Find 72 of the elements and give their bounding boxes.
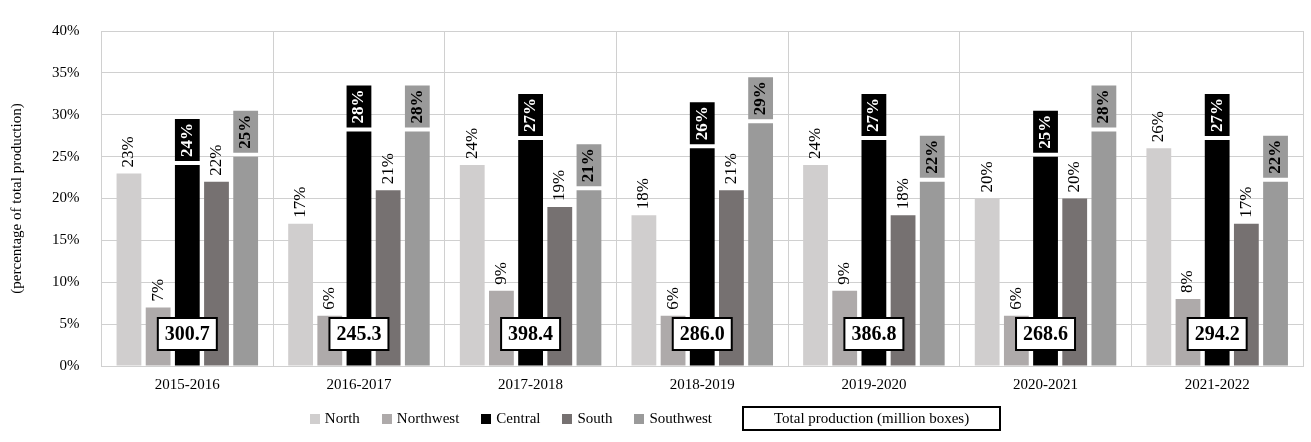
data-label: 22% <box>205 144 225 176</box>
data-label: 28% <box>348 89 368 124</box>
x-tick-label: 2015-2016 <box>154 375 221 392</box>
data-label: 6% <box>662 287 682 310</box>
y-tick-label: 35% <box>52 63 80 80</box>
data-label: 8% <box>1177 270 1197 293</box>
data-label: 22% <box>1264 139 1284 174</box>
annotation: 268.6 <box>1023 322 1069 345</box>
annotation: 300.7 <box>164 322 210 345</box>
data-label: 22% <box>921 139 941 174</box>
data-label: 23% <box>118 136 138 168</box>
annotation: 398.4 <box>508 322 554 345</box>
data-label: 21% <box>720 152 740 185</box>
x-tick-label: 2019-2020 <box>841 375 907 392</box>
annotation: 245.3 <box>336 322 382 345</box>
data-label: 21% <box>377 152 397 185</box>
legend-label: Northwest <box>396 410 460 427</box>
bar <box>748 123 774 366</box>
data-label: 27% <box>863 97 883 132</box>
data-label: 17% <box>290 186 310 218</box>
annotation: 294.2 <box>1194 322 1240 345</box>
legend-label: South <box>577 410 613 427</box>
y-axis-title: (percentage of total production) <box>7 103 25 294</box>
x-tick-label: 2021-2022 <box>1184 375 1250 392</box>
data-label: 25% <box>235 114 255 149</box>
data-label: 9% <box>834 261 854 285</box>
x-tick-label: 2020-2021 <box>1013 375 1079 392</box>
data-label: 9% <box>490 261 510 285</box>
y-tick-label: 5% <box>59 315 80 332</box>
legend-label: Central <box>496 410 541 427</box>
data-label: 28% <box>1093 89 1113 124</box>
data-label: 7% <box>147 278 167 302</box>
data-label: 21% <box>578 148 598 183</box>
data-label: 25% <box>1034 114 1054 149</box>
legend-label: North <box>324 410 360 427</box>
data-label: 18% <box>633 178 653 210</box>
data-label: 18% <box>892 178 912 210</box>
y-tick-label: 25% <box>52 147 80 164</box>
data-label: 19% <box>549 169 569 201</box>
annotation: 386.8 <box>851 322 897 345</box>
data-label: 24% <box>461 127 481 159</box>
y-tick-label: 30% <box>52 105 80 122</box>
bar <box>1263 181 1288 366</box>
x-tick-label: 2016-2017 <box>326 375 392 392</box>
y-tick-label: 10% <box>52 273 80 290</box>
data-label: 6% <box>1005 287 1025 310</box>
legend-label: Southwest <box>649 410 712 427</box>
bar <box>1091 131 1117 366</box>
data-label: 28% <box>406 89 426 124</box>
data-label: 20% <box>1064 161 1084 193</box>
y-tick-label: 15% <box>52 231 80 248</box>
x-tick-label: 2017-2018 <box>498 375 564 392</box>
bar <box>404 131 430 366</box>
bar <box>919 181 945 366</box>
bar <box>576 190 602 366</box>
data-label: 17% <box>1235 186 1255 218</box>
data-label: 27% <box>519 97 539 132</box>
data-label: 26% <box>1148 111 1168 143</box>
bar <box>233 156 259 366</box>
x-tick-label: 2018-2019 <box>669 375 735 392</box>
data-label: 6% <box>319 287 339 310</box>
data-label: 27% <box>1206 97 1226 132</box>
data-label: 26% <box>691 106 711 141</box>
text: Total production (million boxes) <box>742 406 1002 431</box>
data-label: 24% <box>805 127 824 159</box>
data-label: 24% <box>176 123 196 157</box>
y-tick-label: 40% <box>52 21 80 38</box>
data-label: 29% <box>750 81 769 116</box>
y-tick-label: 0% <box>59 356 80 373</box>
data-label: 20% <box>976 161 996 193</box>
y-tick-label: 20% <box>52 189 80 206</box>
annotation: 286.0 <box>679 322 725 345</box>
